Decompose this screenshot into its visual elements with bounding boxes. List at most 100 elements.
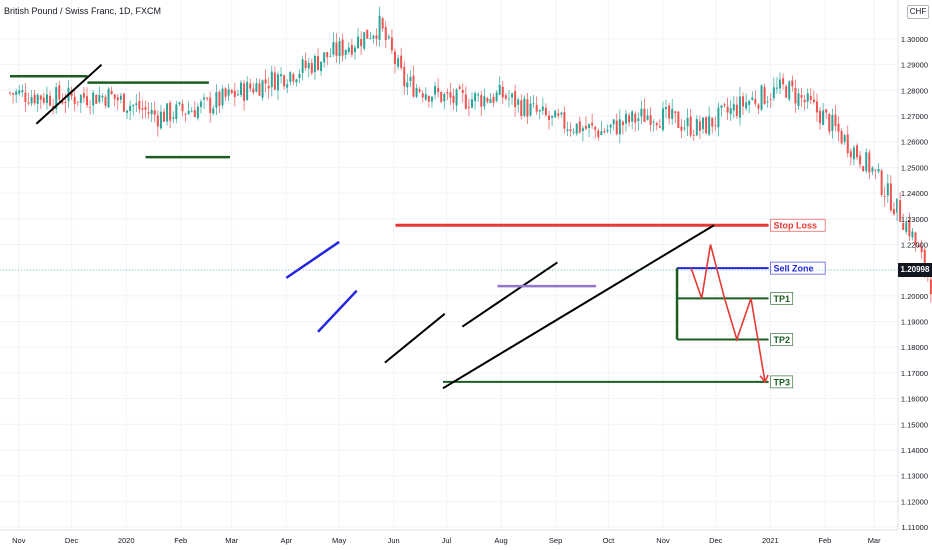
candle-body	[584, 125, 587, 129]
candle-body	[92, 92, 95, 106]
candle-body	[163, 111, 165, 122]
candle-body	[492, 96, 495, 103]
candle-body	[224, 88, 227, 97]
candle-body	[49, 95, 52, 106]
candle-body	[474, 93, 477, 102]
candle-body	[480, 95, 483, 107]
candle-body	[12, 93, 15, 95]
candle-body	[400, 55, 403, 69]
candle-body	[757, 104, 760, 109]
price-tick-label: 1.25000	[901, 163, 928, 172]
candle-body	[658, 126, 661, 128]
candle-body	[840, 130, 843, 144]
candle-body	[159, 111, 162, 129]
candle-body	[193, 110, 196, 117]
candle-body	[427, 95, 430, 102]
candle-body	[680, 126, 683, 131]
stop-loss-label: Stop Loss	[774, 221, 818, 231]
candle-body	[554, 110, 557, 118]
candle-body	[544, 107, 547, 116]
candle-body	[412, 75, 415, 97]
candle-body	[486, 98, 489, 102]
chart-title: British Pound / Swiss Franc, 1D, FXCM	[4, 6, 162, 16]
time-tick-label: Mar	[225, 536, 238, 545]
black-trend-line	[442, 224, 715, 390]
price-tick-label: 1.28000	[901, 86, 928, 95]
candle-body	[606, 129, 609, 132]
currency-button[interactable]: CHF	[907, 5, 929, 19]
candle-body	[504, 95, 507, 99]
candle-body	[255, 83, 258, 92]
candle-body	[295, 79, 298, 83]
candle-body	[107, 88, 110, 108]
candle-body	[206, 97, 209, 99]
candle-body	[129, 105, 132, 112]
candle-body	[421, 93, 424, 98]
candle-body	[772, 87, 775, 99]
candle-body	[369, 38, 372, 40]
candle-body	[446, 92, 449, 94]
candle-body	[843, 135, 846, 142]
candle-body	[871, 167, 874, 172]
price-tick-label: 1.20000	[901, 292, 928, 301]
candle-body	[763, 87, 766, 105]
candle-body	[695, 118, 698, 136]
candle-body	[347, 47, 350, 53]
candle-body	[64, 101, 67, 104]
candle-body	[760, 85, 763, 110]
price-tick-label: 1.22000	[901, 240, 928, 249]
candle-body	[86, 96, 88, 106]
candle-body	[415, 87, 418, 97]
candle-body	[846, 134, 849, 154]
candle-body	[403, 66, 406, 87]
candle-body	[911, 231, 914, 238]
candle-body	[372, 35, 375, 39]
candle-body	[726, 106, 729, 113]
candle-body	[819, 110, 822, 124]
price-tick-label: 1.16000	[901, 395, 928, 404]
candle-body	[203, 97, 206, 100]
price-tick-label: 1.29000	[901, 61, 928, 70]
candle-body	[892, 209, 895, 215]
projection-path	[690, 244, 769, 384]
candle-body	[122, 93, 125, 112]
candle-body	[36, 94, 39, 104]
candle-body	[782, 78, 785, 85]
candle-body	[751, 97, 754, 100]
candle-body	[621, 121, 624, 126]
candle-body	[822, 110, 825, 126]
candle-body	[785, 86, 788, 98]
candle-body	[304, 60, 307, 69]
candle-body	[588, 124, 591, 128]
candle-body	[82, 93, 85, 98]
candle-body	[597, 130, 600, 138]
candle-body	[387, 36, 390, 39]
stop-loss-label-box	[770, 218, 826, 232]
candle-body	[166, 103, 169, 122]
candle-body	[329, 56, 332, 57]
candle-body	[677, 111, 680, 129]
candle-body	[153, 110, 156, 115]
horizontal-levels: Stop Loss Sell Zone TP1 TP2 TP3	[395, 218, 826, 389]
candle-body	[837, 123, 840, 132]
candle-body	[532, 103, 535, 105]
time-tick-label: Oct	[603, 536, 616, 545]
candle-body	[834, 114, 837, 126]
candle-body	[578, 121, 581, 133]
last-price-tag: 1.20998	[898, 263, 932, 277]
candle-body	[732, 104, 735, 111]
candle-body	[471, 99, 473, 108]
candle-body	[560, 112, 563, 115]
candle-body	[735, 104, 738, 117]
candle-body	[594, 126, 597, 130]
candle-body	[738, 96, 741, 118]
candle-body	[104, 96, 107, 106]
candle-body	[708, 116, 711, 135]
candle-body	[39, 95, 42, 100]
candle-body	[181, 103, 184, 112]
candle-body	[702, 117, 704, 130]
candle-body	[24, 92, 27, 103]
candle-body	[899, 200, 902, 222]
candle-body	[714, 124, 717, 126]
